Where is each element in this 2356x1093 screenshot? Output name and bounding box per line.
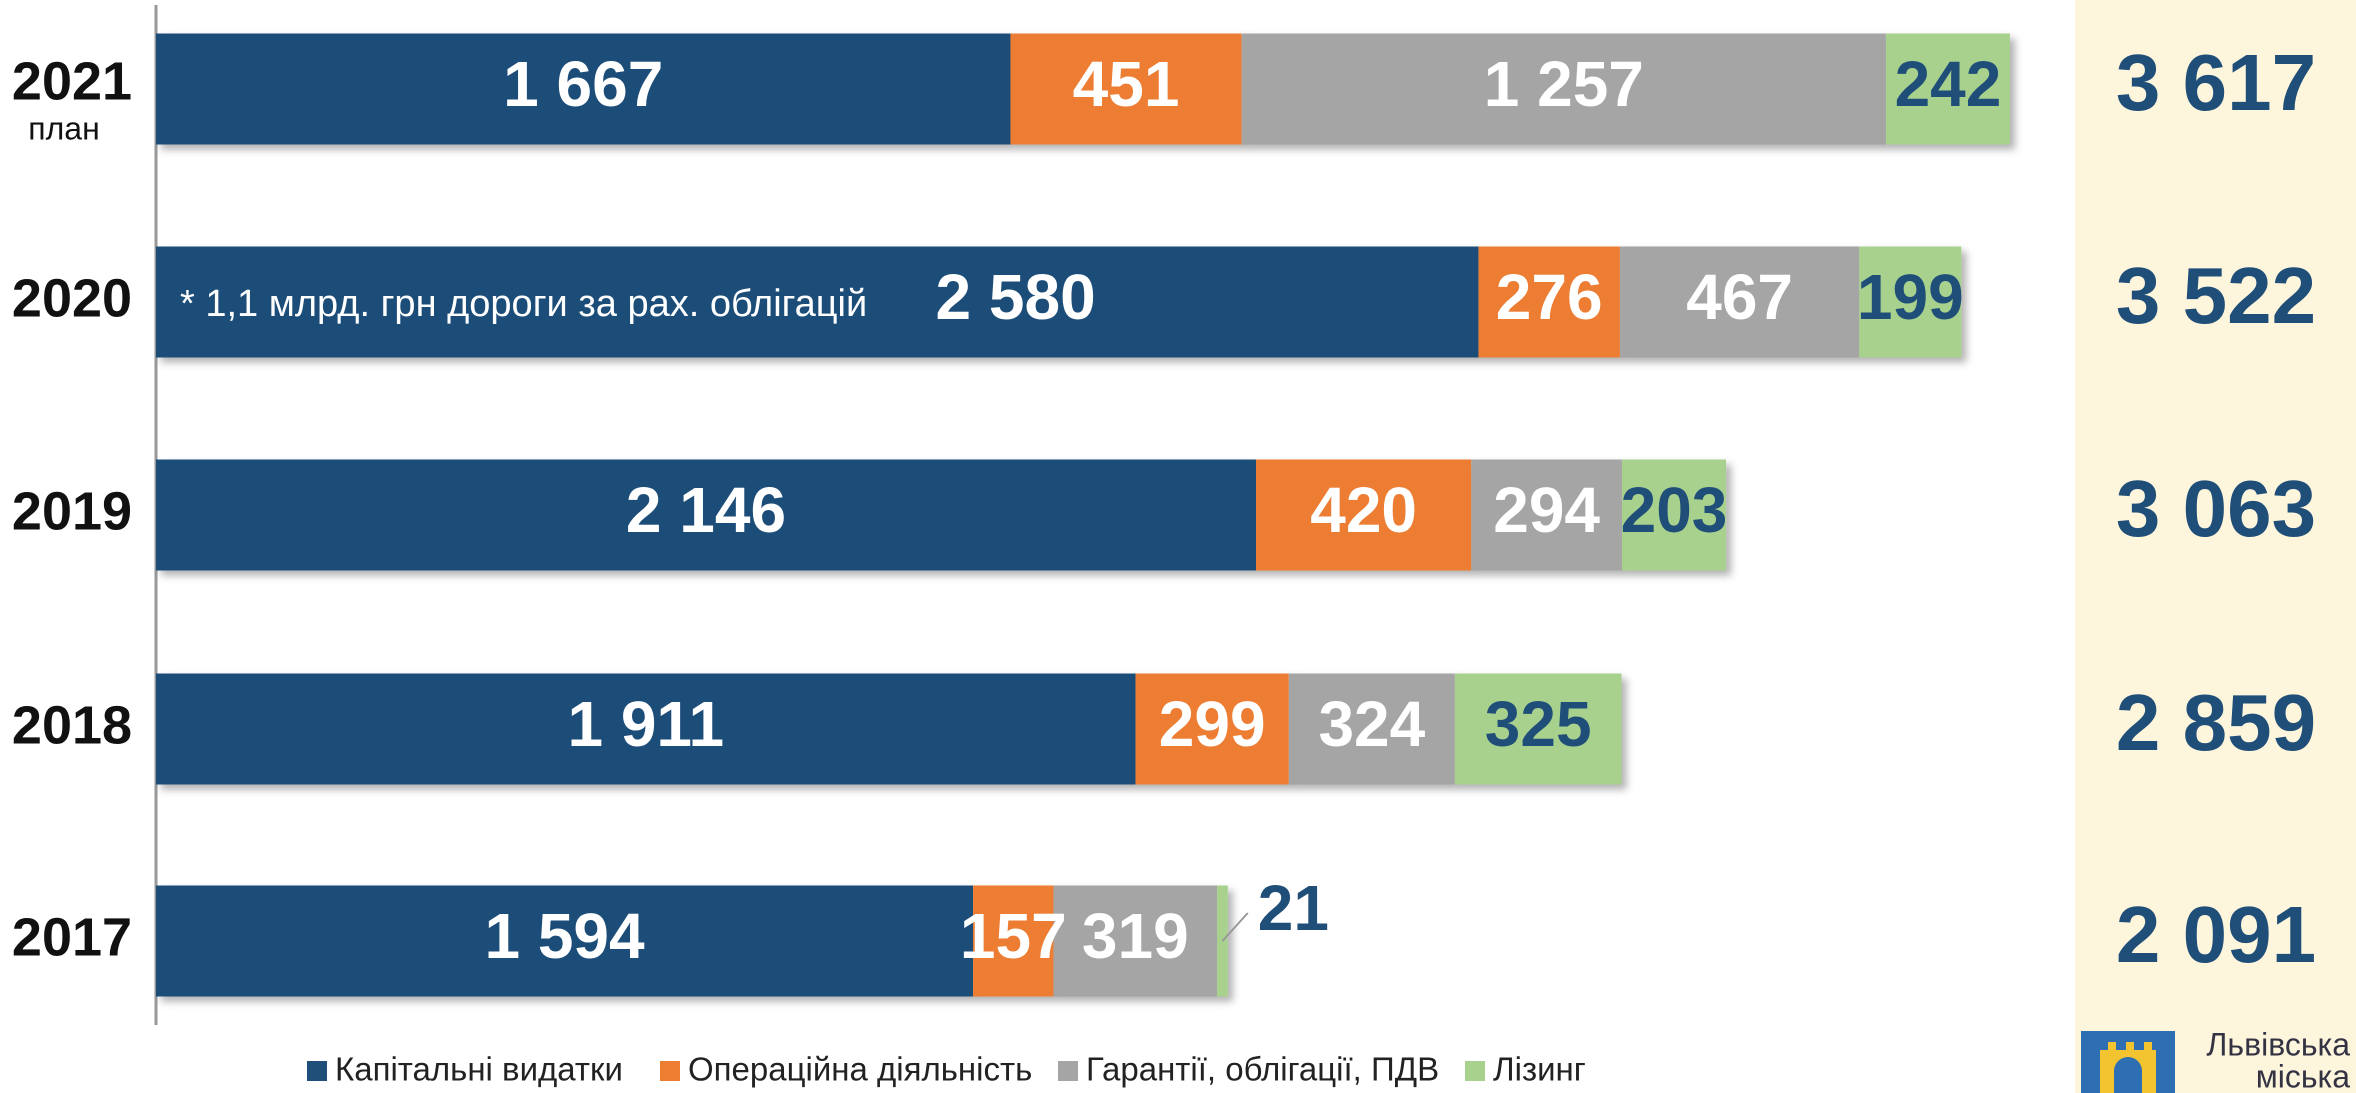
- data-label: 319: [1082, 900, 1189, 972]
- bar-segment: [156, 885, 974, 997]
- bar-segment: [156, 246, 1479, 358]
- logo-text: Львівська: [2206, 1026, 2350, 1062]
- y-tick-label: 2021: [12, 51, 132, 111]
- logo: Львівська міська: [2081, 1026, 2350, 1093]
- data-label: 299: [1159, 688, 1266, 760]
- data-label: 1 594: [484, 900, 645, 972]
- leader-line: [1221, 912, 1249, 942]
- bar-segment: [1885, 33, 2010, 145]
- bar-segment: [1053, 885, 1218, 997]
- bar-segment: [156, 459, 1256, 571]
- data-label: 324: [1318, 688, 1425, 760]
- logo-text: міська: [2256, 1058, 2350, 1093]
- legend-swatch: [1465, 1061, 1485, 1081]
- data-label: 325: [1485, 688, 1592, 760]
- data-label: 451: [1073, 48, 1180, 120]
- data-label: 276: [1496, 261, 1603, 333]
- data-label: 1 911: [567, 688, 724, 760]
- bar-segment: [1135, 673, 1289, 785]
- bar-segment: [1859, 246, 1962, 358]
- legend-swatch: [1058, 1061, 1078, 1081]
- annotation: * 1,1 млрд. грн дороги за рах. облігацій: [180, 283, 867, 325]
- bar-segment: [973, 885, 1054, 997]
- y-tick-label: 2018: [12, 695, 132, 755]
- bar-segment: [1471, 459, 1622, 571]
- data-label: 157: [960, 900, 1067, 972]
- legend-swatch: [307, 1061, 327, 1081]
- sublabel: план: [28, 110, 99, 146]
- legend-swatch: [660, 1061, 680, 1081]
- y-tick-label: 2019: [12, 481, 132, 541]
- bar-segment: [1288, 673, 1455, 785]
- logo-castle: [2100, 1042, 2156, 1093]
- data-label: 242: [1895, 48, 2002, 120]
- bar-segment: [156, 673, 1136, 785]
- y-tick-label: 2020: [12, 268, 132, 328]
- bar-segment: [1010, 33, 1242, 145]
- data-label: 420: [1310, 474, 1417, 546]
- legend-label: Гарантії, облігації, ПДВ: [1086, 1051, 1439, 1088]
- bars: [156, 33, 2010, 997]
- total-label: 3 522: [2116, 251, 2316, 340]
- data-label: 21: [1258, 872, 1329, 944]
- data-label: 2 580: [936, 261, 1096, 333]
- bar-segment: [1255, 459, 1472, 571]
- data-label: 1 667: [503, 48, 663, 120]
- total-label: 2 091: [2116, 890, 2316, 979]
- data-label: 1 257: [1484, 48, 1644, 120]
- bar-segment: [1621, 459, 1727, 571]
- bar-segment: [1454, 673, 1622, 785]
- data-label: 294: [1493, 474, 1600, 546]
- legend-label: Лізинг: [1493, 1051, 1586, 1088]
- total-label: 3 063: [2116, 464, 2316, 553]
- bar-segment: [156, 33, 1011, 145]
- total-label: 2 859: [2116, 678, 2316, 767]
- data-label: 467: [1686, 261, 1793, 333]
- logo-emblem: [2081, 1031, 2175, 1093]
- data-label: 199: [1857, 261, 1964, 333]
- bar-segment: [1478, 246, 1620, 358]
- total-label: 3 617: [2116, 38, 2316, 127]
- data-label: 203: [1621, 474, 1728, 546]
- totals-panel: [2075, 0, 2356, 1093]
- bar-segment: [1619, 246, 1860, 358]
- y-tick-label: 2017: [12, 907, 132, 967]
- data-label: 2 146: [626, 474, 786, 546]
- legend-label: Капітальні видатки: [335, 1051, 623, 1088]
- legend-label: Операційна діяльність: [688, 1051, 1032, 1088]
- bar-segment: [1241, 33, 1886, 145]
